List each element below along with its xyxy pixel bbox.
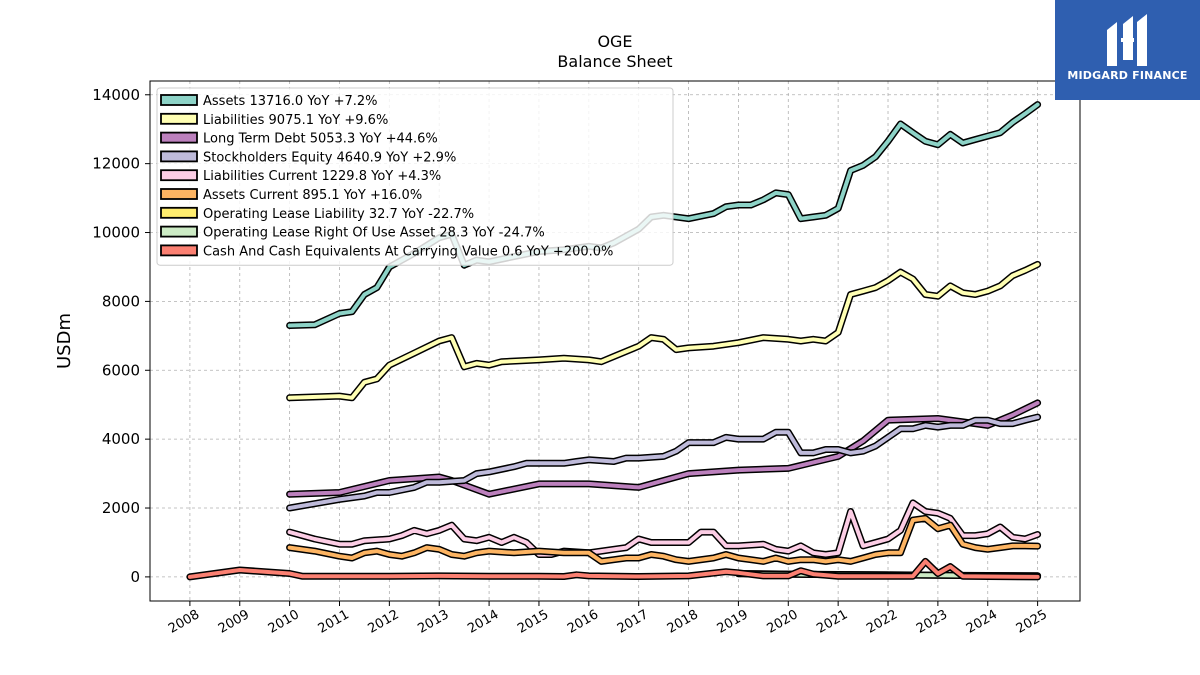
midgard-logo-icon bbox=[1107, 14, 1147, 66]
x-tick-label: 2008 bbox=[166, 607, 202, 637]
legend-swatch bbox=[160, 188, 198, 200]
brand-logo: MIDGARD FINANCE bbox=[1055, 0, 1200, 100]
y-tick-label: 8000 bbox=[102, 292, 140, 310]
legend-swatch bbox=[160, 131, 198, 144]
legend-swatch bbox=[160, 169, 198, 182]
legend-entry: Operating Lease Liability 32.7 YoY -22.7… bbox=[203, 207, 474, 222]
legend-entry: Operating Lease Right Of Use Asset 28.3 … bbox=[203, 226, 545, 241]
x-tick-label: 2013 bbox=[415, 607, 451, 637]
x-tick-label: 2015 bbox=[515, 607, 551, 637]
brand-name: MIDGARD FINANCE bbox=[1067, 69, 1188, 82]
x-tick-label: 2010 bbox=[266, 607, 302, 637]
x-tick-label: 2020 bbox=[764, 607, 800, 637]
y-tick-label: 4000 bbox=[102, 430, 140, 448]
legend-swatch bbox=[160, 94, 198, 106]
y-axis-label: USDm bbox=[54, 313, 75, 369]
series-line-5 bbox=[286, 514, 1042, 565]
series-line-8 bbox=[186, 557, 1042, 581]
x-tick-label: 2025 bbox=[1014, 607, 1050, 637]
x-tick-label: 2018 bbox=[665, 607, 701, 637]
legend-entry: Liabilities Current 1229.8 YoY +4.3% bbox=[203, 169, 441, 184]
legend-entry: Assets 13716.0 YoY +7.2% bbox=[203, 94, 378, 109]
x-tick-label: 2017 bbox=[615, 607, 651, 637]
legend-entry: Assets Current 895.1 YoY +16.0% bbox=[203, 188, 422, 203]
legend-entry: Liabilities 9075.1 YoY +9.6% bbox=[203, 113, 388, 128]
y-tick-label: 6000 bbox=[102, 361, 140, 379]
series-line-1 bbox=[286, 260, 1042, 402]
y-tick-label: 10000 bbox=[92, 224, 140, 242]
y-tick-label: 0 bbox=[130, 568, 140, 586]
series-line-2 bbox=[286, 399, 1042, 498]
x-tick-label: 2022 bbox=[864, 607, 900, 637]
legend-swatch bbox=[160, 206, 198, 219]
x-tick-label: 2023 bbox=[914, 607, 950, 637]
x-tick-label: 2021 bbox=[814, 607, 850, 637]
y-tick-label: 2000 bbox=[102, 499, 140, 517]
x-tick-label: 2016 bbox=[565, 607, 601, 637]
x-tick-label: 2011 bbox=[316, 607, 352, 637]
series-line-3 bbox=[286, 413, 1042, 512]
series-lines bbox=[186, 101, 1042, 581]
legend-swatch bbox=[160, 112, 198, 125]
legend-entry: Stockholders Equity 4640.9 YoY +2.9% bbox=[203, 150, 456, 165]
x-tick-label: 2014 bbox=[465, 607, 501, 637]
legend-swatch bbox=[160, 225, 198, 238]
legend-entry: Long Term Debt 5053.3 YoY +44.6% bbox=[203, 132, 438, 147]
y-tick-label: 12000 bbox=[92, 155, 140, 173]
chart-title: OGE bbox=[597, 32, 632, 51]
x-tick-label: 2012 bbox=[366, 607, 402, 637]
legend-swatch bbox=[160, 150, 198, 163]
legend-entry: Cash And Cash Equivalents At Carrying Va… bbox=[203, 244, 613, 259]
legend: Assets 13716.0 YoY +7.2% Liabilities 9075… bbox=[156, 87, 674, 266]
x-tick-label: 2019 bbox=[715, 607, 751, 637]
series-line-4 bbox=[286, 499, 1042, 558]
plot-frame bbox=[149, 80, 1081, 602]
y-tick-label: 14000 bbox=[92, 86, 140, 104]
x-tick-label: 2024 bbox=[964, 607, 1000, 637]
chart-subtitle: Balance Sheet bbox=[557, 52, 672, 71]
legend-swatch bbox=[160, 244, 198, 257]
legend-box bbox=[156, 87, 674, 266]
x-tick-label: 2009 bbox=[216, 607, 252, 637]
